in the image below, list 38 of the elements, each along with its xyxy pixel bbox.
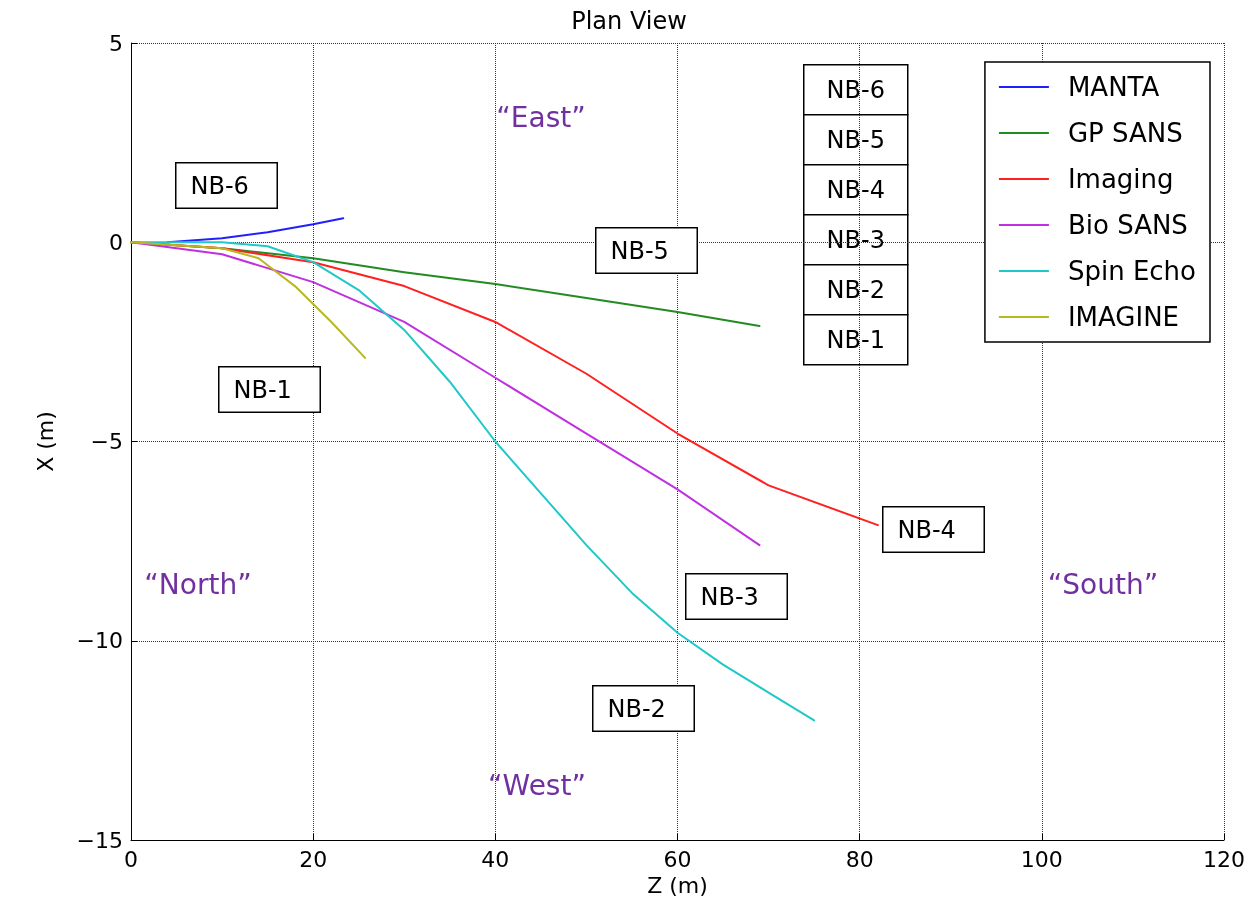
annotation: NB-6 (190, 171, 249, 200)
annotation: NB-3 (826, 225, 885, 254)
annotation: NB-5 (610, 236, 669, 265)
legend-label: Spin Echo (1067, 256, 1197, 286)
annotation: “South” (1047, 567, 1159, 601)
line-series (130, 241, 761, 547)
annotation: “West” (488, 768, 586, 802)
x-tick-label: 40 (481, 846, 510, 872)
line-series (130, 241, 367, 359)
y-tick-label: −10 (76, 628, 123, 654)
annotation: NB-2 (607, 694, 666, 723)
legend-label: GP SANS (1067, 118, 1183, 148)
annotation: NB-1 (826, 325, 885, 354)
annotation: NB-4 (897, 515, 956, 544)
annotation: NB-1 (233, 375, 292, 404)
legend-label: Bio SANS (1067, 210, 1188, 240)
annotation: “North” (144, 567, 252, 601)
annotation: “East” (496, 100, 586, 134)
x-tick-label: 20 (299, 846, 328, 872)
legend-label: Imaging (1067, 164, 1174, 194)
x-tick-label: 80 (845, 846, 874, 872)
annotation: NB-5 (826, 125, 885, 154)
x-tick-label: 120 (1203, 846, 1245, 872)
annotation: NB-3 (700, 582, 759, 611)
legend-label: MANTA (1067, 72, 1160, 102)
legend-label: IMAGINE (1067, 302, 1180, 332)
chart-title: Plan View (571, 7, 687, 35)
annotation: NB-2 (826, 275, 885, 304)
y-tick-label: 0 (109, 229, 123, 255)
annotation: NB-4 (826, 175, 885, 204)
x-tick-label: 60 (663, 846, 692, 872)
y-axis-title: X (m) (32, 411, 58, 472)
annotation: NB-6 (826, 75, 885, 104)
y-tick-label: −15 (76, 827, 123, 853)
x-tick-label: 100 (1020, 846, 1063, 872)
y-tick-label: −5 (90, 429, 123, 454)
y-tick-label: 5 (109, 30, 123, 56)
x-axis-title: Z (m) (647, 873, 708, 899)
